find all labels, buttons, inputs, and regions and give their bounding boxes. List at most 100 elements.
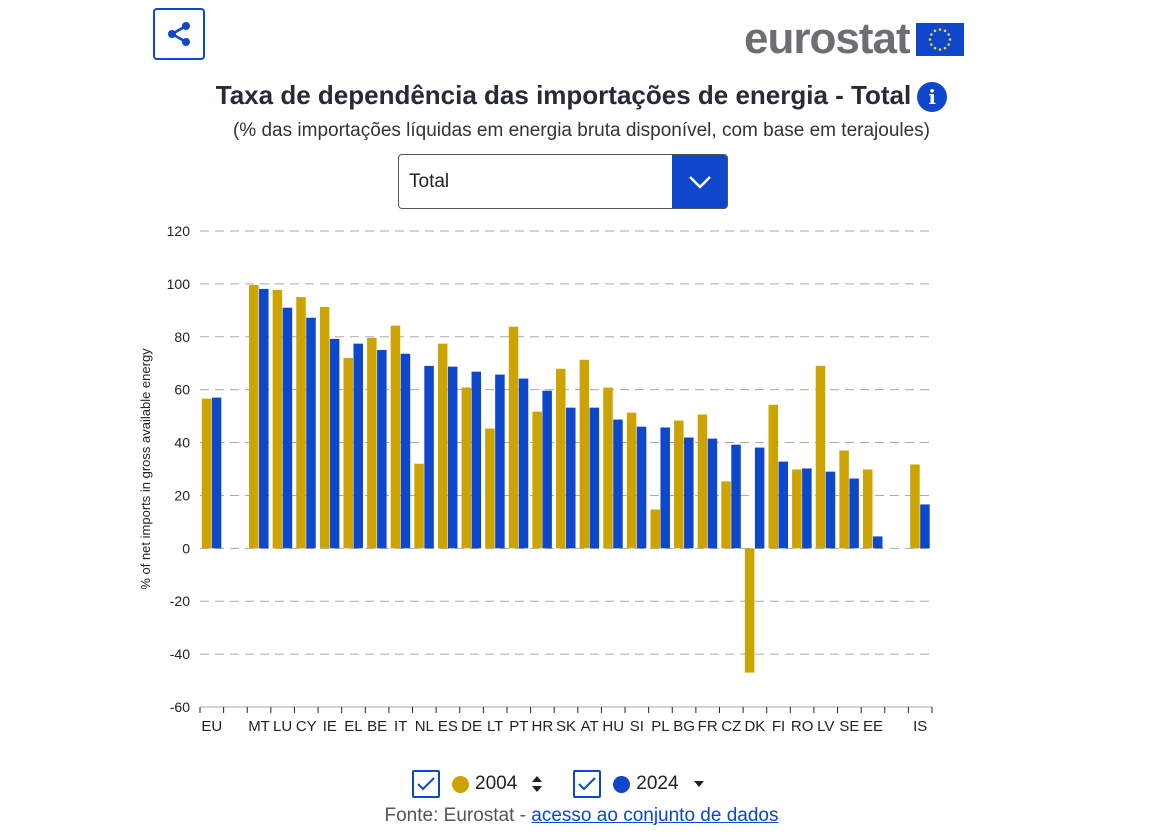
bar-chart: 120 100 80 60 40 20 0 -20 -40 -60 % of net imports… [138, 223, 933, 735]
y-tick-label: 80 [174, 329, 190, 345]
bar-2004-FI[interactable] [768, 404, 779, 549]
bar-2004-LT[interactable] [485, 428, 495, 549]
bar-2024-HR[interactable] [542, 390, 552, 549]
x-tick-label: FR [698, 718, 718, 735]
x-tick-label: BE [367, 718, 387, 735]
chart-title: Taxa de dependência das importações de e… [0, 80, 1163, 113]
x-tick-label: LT [487, 718, 503, 735]
bar-2004-IT[interactable] [390, 325, 401, 549]
y-tick-label: -20 [170, 593, 190, 609]
dataset-link[interactable]: acesso ao conjunto de dados [531, 805, 779, 826]
x-tick-label: FI [772, 718, 785, 735]
bar-2024-AT[interactable] [589, 407, 600, 549]
chart-subtitle: (% das importações líquidas em energia b… [232, 120, 931, 141]
bar-2004-BG[interactable] [674, 420, 684, 549]
bar-2024-RO[interactable] [802, 468, 812, 549]
bar-2004-SI[interactable] [626, 412, 637, 549]
bar-2024-CY[interactable] [306, 317, 316, 549]
bar-2004-MT[interactable] [249, 284, 259, 549]
bar-2024-IS[interactable] [920, 504, 930, 549]
bar-2024-DK[interactable] [754, 447, 765, 549]
x-tick-label: LV [817, 718, 834, 735]
bar-2004-SE[interactable] [839, 450, 849, 549]
bar-2004-DE[interactable] [461, 387, 472, 549]
legend-dot-2004 [452, 775, 469, 793]
bar-2024-LT[interactable] [495, 374, 505, 549]
bar-2024-NL[interactable] [424, 365, 434, 549]
legend: 2004 2024 [412, 770, 705, 798]
bar-2004-RO[interactable] [792, 469, 802, 549]
bar-2024-CZ[interactable] [731, 444, 741, 549]
bar-2024-SE[interactable] [849, 478, 859, 549]
share-button[interactable] [153, 8, 205, 60]
bar-2004-CY[interactable] [296, 297, 306, 549]
y-tick-label: 100 [167, 276, 191, 292]
y-tick-label: -40 [170, 646, 190, 662]
bar-2004-HU[interactable] [603, 387, 613, 549]
x-tick-label: DK [744, 718, 765, 735]
bar-2024-MT[interactable] [259, 288, 269, 549]
bar-2024-SI[interactable] [636, 426, 647, 549]
bar-2004-HR[interactable] [532, 411, 542, 549]
bar-2004-LV[interactable] [815, 365, 826, 549]
bar-2004-ES[interactable] [437, 343, 448, 549]
bar-2024-ES[interactable] [447, 366, 458, 549]
bar-2024-DE[interactable] [471, 371, 482, 549]
category-select[interactable]: Total [398, 154, 728, 209]
bar-2004-EE[interactable] [862, 469, 873, 549]
bar-2004-IS[interactable] [910, 464, 920, 549]
source: Fonte: Eurostat - acesso ao conjunto de … [0, 805, 1163, 827]
bar-2024-PT[interactable] [518, 378, 529, 549]
bar-2024-HU[interactable] [613, 419, 623, 549]
bar-2024-FI[interactable] [778, 461, 789, 549]
eu-flag-icon [915, 22, 964, 56]
bar-2024-IT[interactable] [400, 353, 411, 549]
chevron-down-icon[interactable] [672, 155, 727, 208]
sort-icon[interactable] [531, 775, 543, 793]
x-tick-label: IT [394, 718, 407, 735]
bar-2004-EU[interactable] [201, 398, 212, 549]
bar-2004-IE[interactable] [319, 306, 330, 549]
bar-2004-NL[interactable] [414, 463, 424, 549]
bar-2004-LU[interactable] [272, 289, 283, 549]
bar-2024-BG[interactable] [684, 437, 694, 549]
info-icon[interactable]: i [917, 82, 948, 113]
legend-label-2024: 2024 [636, 773, 679, 794]
bar-2004-DK[interactable] [744, 548, 755, 673]
bar-2004-CZ[interactable] [721, 481, 731, 549]
bar-2024-EU[interactable] [211, 397, 222, 549]
bar-2004-AT[interactable] [579, 359, 590, 549]
x-tick-label: SI [630, 718, 644, 735]
bar-2004-FR[interactable] [697, 414, 708, 549]
bar-2004-BE[interactable] [367, 337, 377, 549]
x-tick-label: NL [415, 718, 434, 735]
checkbox-2024[interactable] [573, 770, 602, 798]
bar-2024-LV[interactable] [825, 471, 836, 549]
bar-2004-EL[interactable] [343, 357, 353, 549]
x-tick-label: PL [651, 718, 669, 735]
x-tick-label: LU [273, 718, 292, 735]
bar-2024-EE[interactable] [872, 536, 883, 549]
x-tick-label: HR [532, 718, 554, 735]
x-tick-label: EE [863, 718, 883, 735]
x-tick-label: DE [461, 718, 482, 735]
sort-desc-icon[interactable] [693, 779, 705, 789]
x-tick-label: SK [556, 718, 576, 735]
bar-2004-SK[interactable] [556, 368, 566, 549]
checkbox-2004[interactable] [412, 770, 440, 798]
bar-2024-EL[interactable] [353, 343, 363, 549]
x-tick-label: CY [296, 718, 317, 735]
bar-2024-FR[interactable] [707, 438, 718, 549]
bar-2024-SK[interactable] [566, 407, 576, 549]
bar-2024-PL[interactable] [660, 427, 670, 549]
x-tick-label: RO [791, 718, 814, 735]
bar-2004-PT[interactable] [508, 326, 519, 549]
bar-2024-IE[interactable] [329, 338, 340, 549]
bar-2024-BE[interactable] [377, 350, 387, 549]
y-axis-label: % of net imports in gross available ener… [138, 348, 153, 590]
bar-2004-PL[interactable] [650, 509, 660, 549]
x-tick-label: MT [248, 718, 270, 735]
share-icon [168, 22, 190, 46]
x-tick-label: IS [913, 718, 927, 735]
bar-2024-LU[interactable] [282, 307, 293, 549]
